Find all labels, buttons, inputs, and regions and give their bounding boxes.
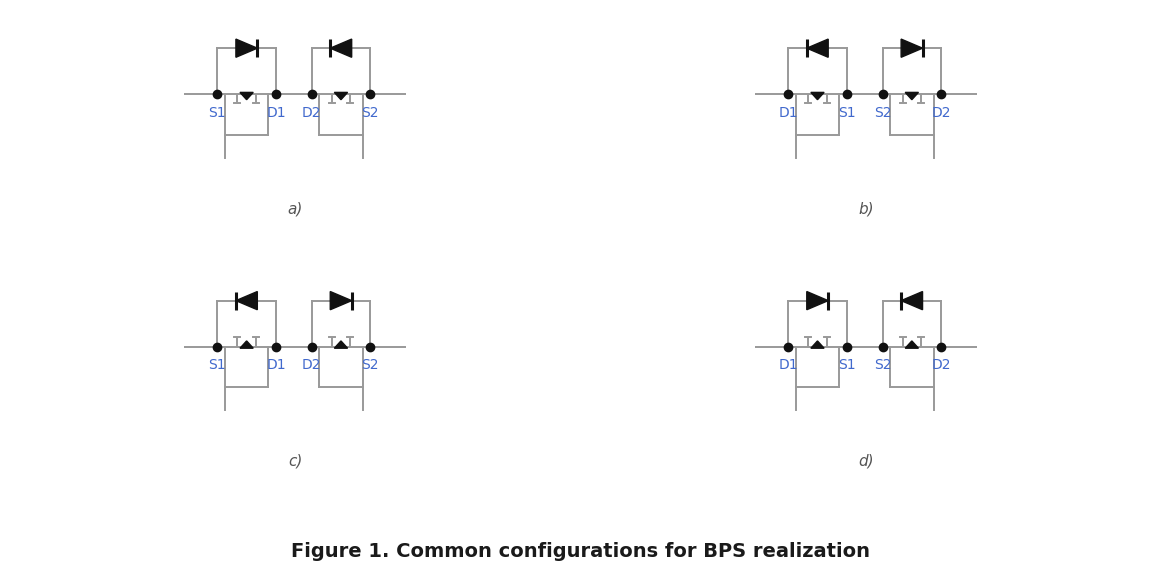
Text: S2: S2: [361, 358, 378, 372]
Text: Figure 1. Common configurations for BPS realization: Figure 1. Common configurations for BPS …: [291, 542, 870, 561]
Polygon shape: [901, 291, 923, 310]
Text: D1: D1: [778, 105, 798, 120]
Polygon shape: [901, 39, 923, 57]
Polygon shape: [810, 341, 824, 348]
Text: D1: D1: [266, 105, 286, 120]
Polygon shape: [236, 39, 258, 57]
Polygon shape: [807, 39, 828, 57]
Text: S2: S2: [361, 105, 378, 120]
Polygon shape: [906, 92, 918, 100]
Polygon shape: [334, 92, 347, 100]
Text: c): c): [288, 454, 302, 469]
Polygon shape: [236, 291, 258, 310]
Polygon shape: [330, 39, 352, 57]
Text: D2: D2: [302, 358, 322, 372]
Text: S1: S1: [838, 105, 856, 120]
Text: d): d): [858, 454, 874, 469]
Text: S2: S2: [874, 358, 892, 372]
Text: S1: S1: [209, 358, 226, 372]
Polygon shape: [334, 341, 347, 348]
Text: b): b): [858, 201, 874, 216]
Text: a): a): [288, 201, 303, 216]
Text: D2: D2: [931, 105, 951, 120]
Text: D1: D1: [778, 358, 798, 372]
Text: D2: D2: [931, 358, 951, 372]
Text: D2: D2: [302, 105, 322, 120]
Text: S2: S2: [874, 105, 892, 120]
Text: S1: S1: [838, 358, 856, 372]
Polygon shape: [240, 341, 253, 348]
Polygon shape: [807, 291, 828, 310]
Polygon shape: [240, 92, 253, 100]
Polygon shape: [330, 291, 352, 310]
Polygon shape: [810, 92, 824, 100]
Text: D1: D1: [266, 358, 286, 372]
Text: S1: S1: [209, 105, 226, 120]
Polygon shape: [906, 341, 918, 348]
